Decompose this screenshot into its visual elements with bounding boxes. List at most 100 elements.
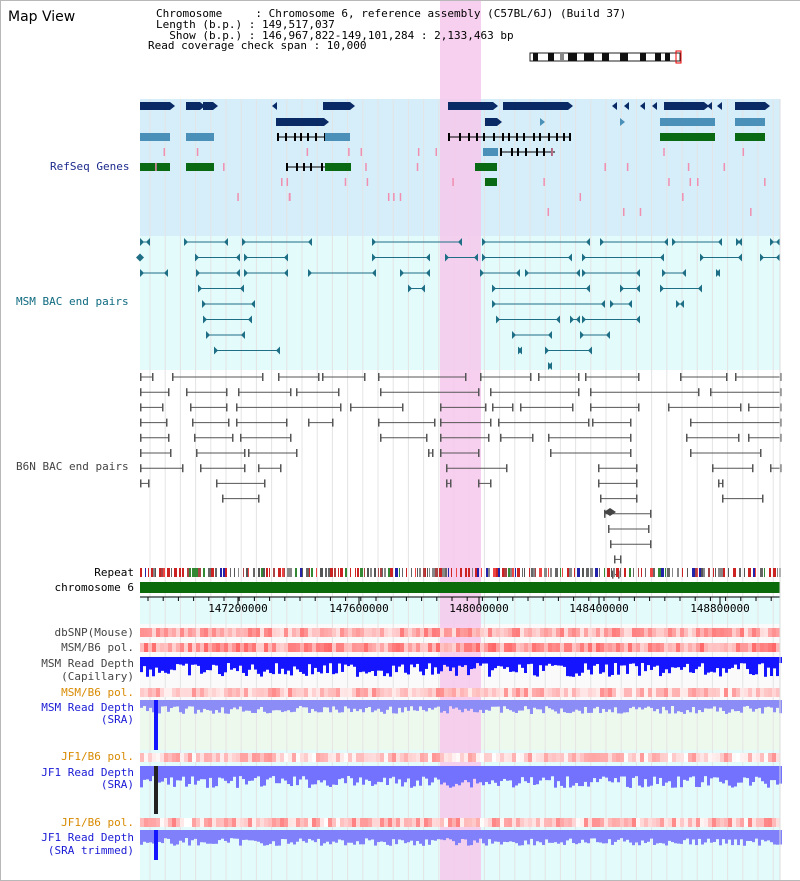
depth-bar <box>314 700 317 712</box>
depth-bar <box>353 766 356 786</box>
bac-end-marker <box>780 418 782 427</box>
heat-cell <box>296 643 300 652</box>
bac-end-marker <box>520 403 522 412</box>
repeat-track[interactable] <box>140 568 781 577</box>
jf1-b6-pol-track-2[interactable] <box>140 818 780 827</box>
heat-cell <box>480 818 484 827</box>
bac-end-marker <box>512 331 516 339</box>
repeat-element <box>488 568 490 577</box>
gene-feature <box>664 102 704 110</box>
track-label-b6n-bac[interactable]: B6N BAC end pairs <box>16 460 129 473</box>
depth-bar <box>407 830 410 843</box>
depth-bar <box>506 830 509 843</box>
depth-bar <box>515 766 518 786</box>
depth-bar <box>689 657 692 673</box>
heat-cell <box>432 818 436 827</box>
heat-cell <box>528 628 532 637</box>
heat-cell <box>640 688 644 697</box>
track-label-refseq[interactable]: RefSeq Genes <box>50 160 130 173</box>
depth-bar <box>377 830 380 843</box>
depth-bar <box>365 830 368 839</box>
heat-cell <box>176 818 180 827</box>
track-label-jf1-read-sra[interactable]: JF1 Read Depth <box>41 766 134 779</box>
pseudo-gene-tick <box>435 148 438 156</box>
track-label-jf1-b6-pol-1[interactable]: JF1/B6 pol. <box>61 750 134 763</box>
depth-bar <box>539 830 542 843</box>
heat-cell <box>328 753 332 762</box>
pseudo-gene-tick <box>639 208 642 216</box>
heat-cell <box>220 818 224 827</box>
bac-end-marker <box>296 388 298 397</box>
depth-bar <box>746 766 749 779</box>
track-label-jf1-read-trimmed[interactable]: JF1 Read Depth <box>41 831 134 844</box>
msm-b6-pol-track-2[interactable] <box>140 688 780 697</box>
heat-cell <box>672 753 676 762</box>
depth-bar <box>173 700 176 707</box>
depth-bar <box>155 657 158 668</box>
heat-cell <box>412 643 416 652</box>
track-label-msm-b6-pol-2[interactable]: MSM/B6 pol. <box>61 686 134 699</box>
msm-bac-end-pairs-track[interactable] <box>136 238 780 370</box>
heat-cell <box>312 818 316 827</box>
chromosome-ideogram[interactable] <box>529 50 682 64</box>
ideogram-position-marker <box>675 50 682 64</box>
heat-cell <box>624 643 628 652</box>
depth-bar <box>551 700 554 710</box>
heat-cell <box>688 818 692 827</box>
heat-cell <box>280 753 284 762</box>
heat-cell <box>572 753 576 762</box>
heat-cell <box>412 753 416 762</box>
repeat-element <box>338 568 339 577</box>
heat-cell <box>152 628 156 637</box>
heat-cell <box>416 628 420 637</box>
heat-cell <box>348 688 352 697</box>
refseq-genes-track[interactable] <box>140 102 770 216</box>
heat-cell <box>320 643 324 652</box>
bac-end-marker <box>378 418 380 427</box>
heat-cell <box>372 818 376 827</box>
repeat-element <box>316 568 317 577</box>
depth-bar <box>536 830 539 842</box>
depth-bar <box>365 766 368 780</box>
pseudo-gene-tick <box>365 163 367 171</box>
heat-cell <box>248 643 252 652</box>
jf1-read-depth-sra-track[interactable] <box>140 766 782 814</box>
msm-b6-pol-track-1[interactable] <box>140 643 780 652</box>
heat-cell <box>436 753 440 762</box>
heat-cell <box>636 688 640 697</box>
heat-cell <box>488 628 492 637</box>
track-label-repeat[interactable]: Repeat <box>94 566 134 579</box>
track-label-msm-read-sra[interactable]: MSM Read Depth <box>41 701 134 714</box>
depth-bar <box>692 700 695 708</box>
repeat-element <box>330 568 333 577</box>
heat-cell <box>504 688 508 697</box>
depth-bar <box>527 700 530 710</box>
heat-cell <box>144 753 148 762</box>
msm-read-depth-capillary-track[interactable] <box>140 657 782 677</box>
heat-cell <box>768 688 772 697</box>
depth-bar <box>257 766 260 777</box>
depth-bar <box>350 700 353 713</box>
dbsnp-track[interactable] <box>140 628 780 637</box>
depth-bar <box>233 657 236 669</box>
heat-cell <box>668 688 672 697</box>
track-label-msm-b6-pol-1[interactable]: MSM/B6 pol. <box>61 641 134 654</box>
depth-bar <box>329 766 332 787</box>
track-label-dbsnp[interactable]: dbSNP(Mouse) <box>54 626 134 639</box>
track-label-msm-bac[interactable]: MSM BAC end pairs <box>16 295 129 308</box>
bac-end-marker <box>478 388 480 397</box>
jf1-b6-pol-track-1[interactable] <box>140 753 780 762</box>
repeat-element <box>432 568 435 577</box>
depth-bar <box>587 830 590 844</box>
depth-bar <box>476 766 479 784</box>
depth-bar <box>569 766 572 788</box>
msm-read-depth-sra-track[interactable] <box>140 700 782 750</box>
depth-bar <box>314 766 317 785</box>
b6n-bac-end-pairs-track[interactable] <box>140 373 782 579</box>
bac-end-marker <box>668 403 670 412</box>
gene-small-marker <box>272 102 277 110</box>
track-label-jf1-b6-pol-2[interactable]: JF1/B6 pol. <box>61 816 134 829</box>
track-label-msm-read-capillary[interactable]: MSM Read Depth <box>41 657 134 670</box>
pseudo-gene-tick <box>604 163 606 171</box>
